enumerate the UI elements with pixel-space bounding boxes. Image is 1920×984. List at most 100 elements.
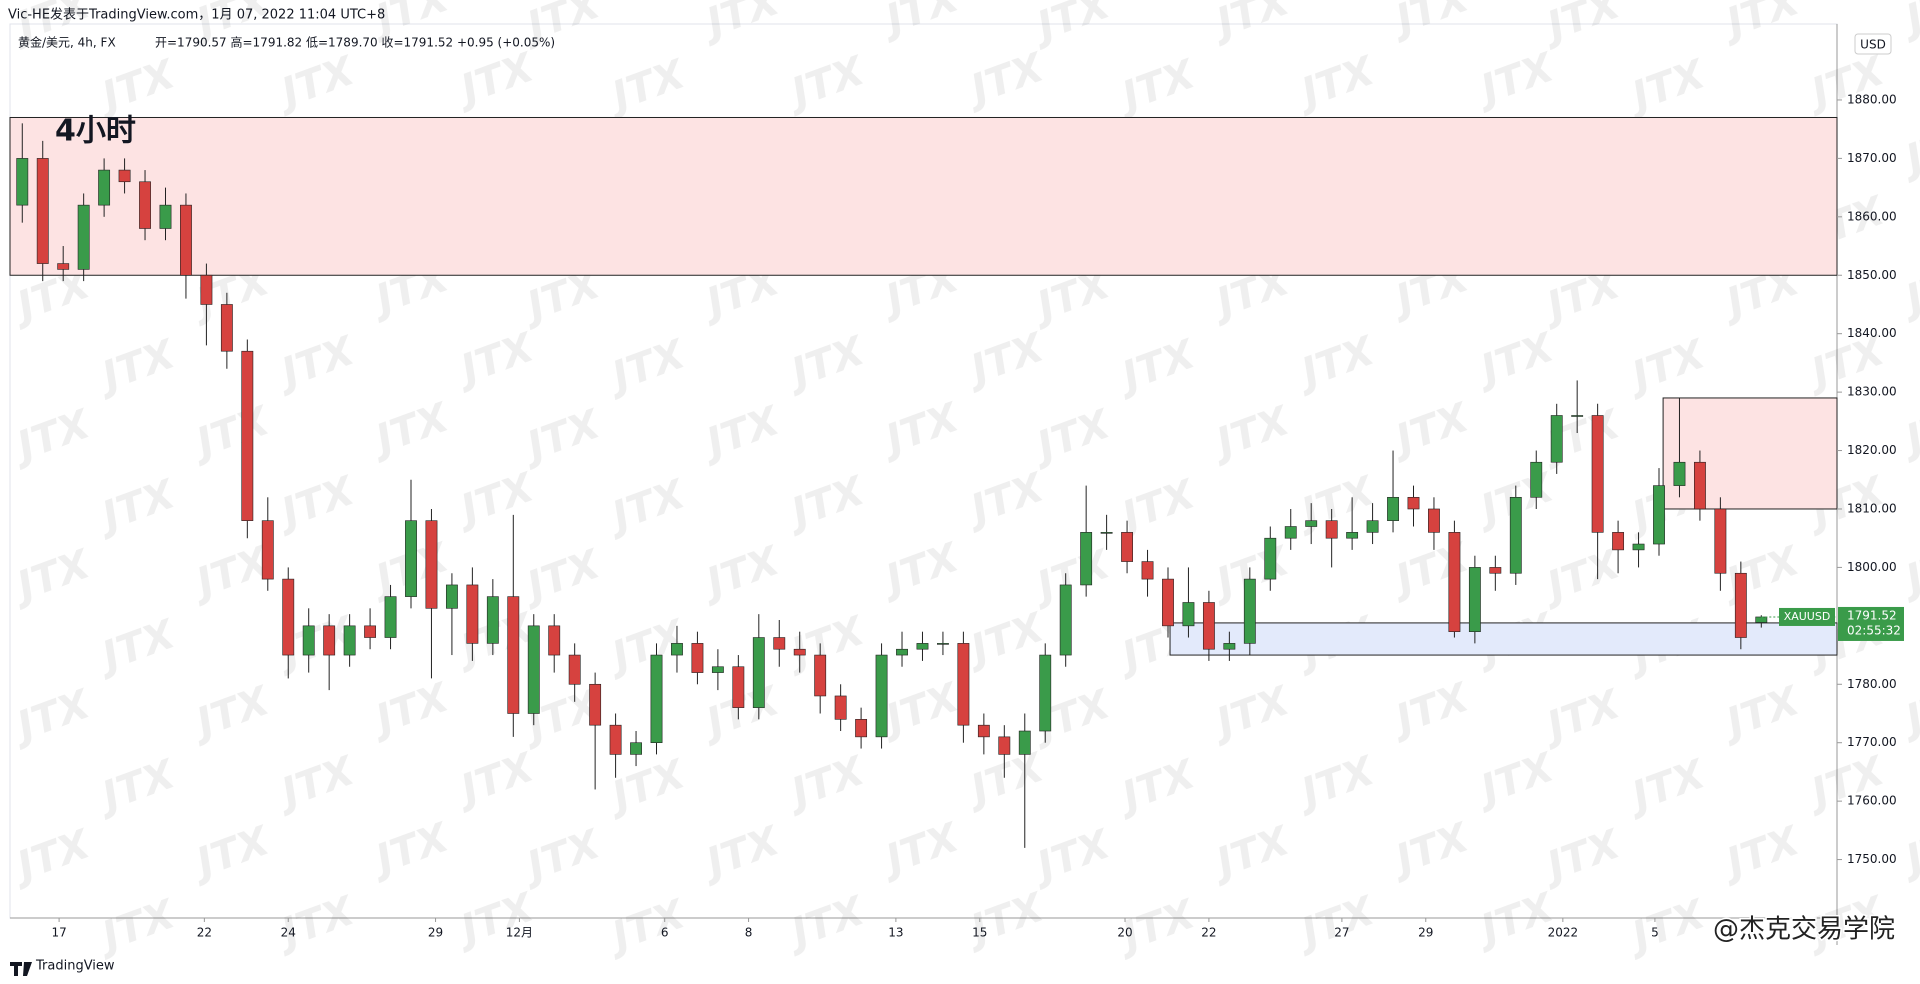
candle-body (1509, 496, 1522, 574)
candle-body (609, 724, 622, 755)
x-tick-label: 29 (428, 926, 443, 940)
watermark: JTX (364, 394, 457, 465)
candle-body (1755, 616, 1768, 623)
y-tick-label: 1860.00 (1847, 209, 1897, 223)
watermark: JTX (269, 887, 362, 958)
watermark: JTX (959, 604, 1052, 675)
y-tick-label: 1780.00 (1847, 677, 1897, 691)
watermark: JTX (959, 44, 1052, 115)
watermark: JTX (1620, 331, 1713, 402)
candle-body (630, 742, 642, 755)
watermark: JTX (694, 817, 787, 888)
candle-body (180, 204, 192, 276)
candle-body (16, 158, 29, 206)
candle-body (1489, 567, 1502, 574)
zones (9, 116, 1838, 656)
watermark: JTX (1535, 821, 1628, 892)
watermark: JTX (515, 821, 608, 892)
x-tick-label: 22 (1201, 926, 1216, 940)
y-tick-label: 1810.00 (1847, 501, 1897, 515)
candle-body (98, 169, 111, 206)
x-tick-label: 2022 (1548, 926, 1579, 940)
credit: @杰克交易学院 (1713, 915, 1895, 945)
watermark: JTX (269, 747, 362, 818)
candle-body (793, 648, 806, 656)
watermark: JTX (90, 471, 183, 542)
candle-body (282, 578, 295, 656)
candle-body (855, 719, 868, 738)
y-tick-label: 1850.00 (1847, 268, 1897, 282)
candle-body (1468, 567, 1481, 632)
x-tick-label: 15 (972, 926, 987, 940)
candle-body (241, 350, 254, 521)
watermark: JTX (600, 51, 693, 122)
watermark: JTX (1110, 471, 1203, 542)
watermark: JTX (90, 751, 183, 822)
watermark: JTX (515, 401, 608, 472)
y-tick-label: 1870.00 (1847, 151, 1897, 165)
y-tick-label: 1770.00 (1847, 735, 1897, 749)
candle-body (589, 683, 602, 726)
watermark: JTX (90, 891, 183, 962)
x-tick-label: 17 (51, 926, 66, 940)
candle-body (77, 204, 90, 270)
candle-body (1530, 461, 1543, 498)
candle-body (1448, 532, 1461, 632)
attribution: Vic-HE发表于TradingView.com，1月 07, 2022 11:… (8, 7, 385, 23)
watermark: JTX (959, 324, 1052, 395)
watermark: JTX (1894, 0, 1920, 45)
price-tag (1838, 606, 1904, 641)
watermark: JTX (694, 397, 787, 468)
candle-body (916, 643, 929, 650)
watermark: JTX (449, 44, 542, 115)
watermark: JTX (449, 464, 542, 535)
candles (16, 123, 1768, 848)
watermark: JTX (600, 471, 693, 542)
watermark: JTX (694, 537, 787, 608)
watermark: JTX (779, 467, 872, 538)
zone (1662, 397, 1838, 510)
brand: TradingView (35, 959, 115, 974)
candle-body (527, 625, 540, 714)
candle-body (773, 637, 786, 650)
ohlc-legend: 开=1790.57 高=1791.82 低=1789.70 收=1791.52 … (155, 35, 555, 50)
candle-body (323, 625, 336, 656)
watermark: JTX (1714, 817, 1807, 888)
watermark: JTX (600, 891, 693, 962)
y-tick-label: 1760.00 (1847, 794, 1897, 808)
candle-body (302, 625, 315, 656)
candle-body (57, 263, 70, 270)
candle-body (1612, 532, 1625, 551)
watermark: JTX (449, 324, 542, 395)
currency-badge[interactable] (1854, 33, 1892, 55)
watermark: JTX (269, 327, 362, 398)
candle-body (834, 695, 847, 720)
candle-body (200, 274, 213, 305)
candle-body (1714, 508, 1727, 574)
watermark: JTX (1384, 534, 1477, 605)
candle-body (1632, 543, 1645, 551)
x-tick-label: 29 (1418, 926, 1433, 940)
watermark: JTX (874, 674, 967, 745)
candle-body (507, 596, 520, 714)
candle-body (343, 625, 356, 656)
y-tick-label: 1840.00 (1847, 326, 1897, 340)
watermark: JTX (1204, 0, 1297, 49)
watermark: JTX (1714, 537, 1807, 608)
candle-body (1100, 532, 1113, 534)
ticker: XAUUSD (1784, 610, 1831, 623)
watermark: JTX (269, 47, 362, 118)
candle-body (691, 643, 704, 673)
watermark: JTX (779, 887, 872, 958)
watermark: JTX (1620, 751, 1713, 822)
zone (9, 116, 1838, 276)
countdown: 02:55:32 (1847, 623, 1901, 637)
watermark: JTX (694, 0, 787, 49)
watermark: JTX (1894, 394, 1920, 465)
watermark: JTX (1025, 401, 1118, 472)
candle-body (1162, 578, 1174, 627)
x-tick-label: 8 (745, 926, 753, 940)
watermark: JTX (5, 401, 98, 472)
watermark: JTX (1894, 814, 1920, 885)
